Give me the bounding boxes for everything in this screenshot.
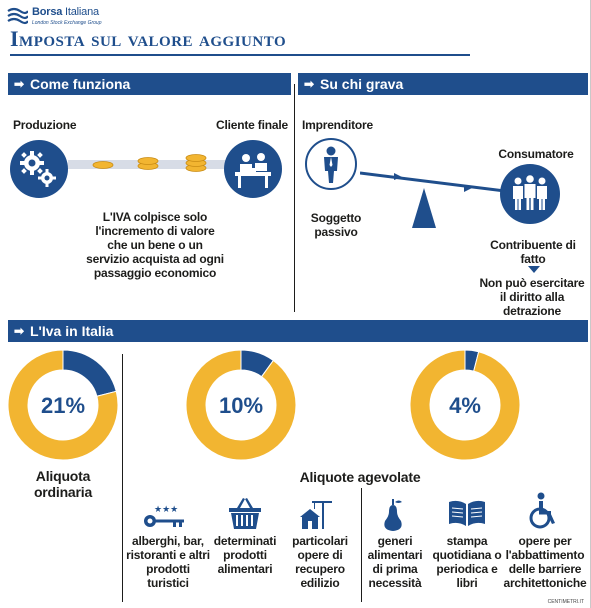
no-deduction-label: Non può esercitare il diritto alla detra… — [479, 276, 585, 318]
donut-slice-rest — [410, 350, 520, 460]
entrepreneur-label: Imprenditore — [302, 118, 373, 132]
divider-vertical — [294, 84, 295, 312]
category-label-basic-food: generi alimentari di prima necessità — [367, 534, 423, 590]
logo-waves-icon — [7, 7, 28, 25]
key-icon: ★★★ — [144, 505, 184, 527]
section-bar-italy: ➡ L'Iva in Italia — [8, 320, 588, 342]
production-circle — [10, 140, 68, 198]
shop-counter-icon — [235, 153, 271, 188]
arrow-right-icon: ➡ — [13, 324, 25, 338]
how-description: L'IVA colpisce solo l'incremento di valo… — [86, 210, 224, 280]
donut-chart-10 — [186, 350, 296, 460]
coin-stack-1 — [92, 161, 114, 169]
coin-stack-2 — [137, 157, 159, 170]
book-icon — [449, 500, 485, 526]
donut-slice-rate — [62, 350, 117, 397]
gears-icon — [20, 151, 56, 187]
page-title: Imposta sul valore aggiunto — [10, 26, 287, 51]
category-label-press: stampa quotidiana o periodica e libri — [432, 534, 502, 590]
final-client-label: Cliente finale — [216, 118, 288, 132]
people-group-icon — [513, 175, 547, 210]
section-bar-who: ➡ Su chi grava — [298, 73, 588, 95]
construction-icon — [300, 501, 332, 529]
svg-text:★★★: ★★★ — [154, 505, 178, 515]
wheelchair-icon — [529, 492, 555, 529]
category-label-food: determinati prodotti alimentari — [213, 534, 277, 576]
section-bar-how: ➡ Come funziona — [8, 73, 291, 95]
donut-slice-rest — [186, 350, 296, 460]
ordinary-rate-label: Aliquota ordinaria — [33, 468, 93, 500]
donut-slice-rest — [8, 350, 118, 460]
donut-chart-21 — [8, 350, 118, 460]
pct-label-4: 4% — [449, 393, 481, 418]
section-title-how: Come funziona — [30, 76, 131, 92]
category-label-barriers: opere per l'abbattimento delle barriere … — [503, 534, 587, 590]
basket-icon — [229, 498, 261, 529]
pear-icon — [384, 499, 402, 531]
pct-label-10: 10% — [218, 393, 264, 418]
entrepreneur-circle — [305, 138, 357, 190]
category-label-building: particolari opere di recupero edilizio — [292, 534, 348, 590]
divider-vertical — [122, 354, 123, 602]
logo-name: Borsa Italiana — [32, 6, 99, 18]
arrow-right-icon: ➡ — [303, 77, 315, 91]
donut-chart-4 — [410, 350, 520, 460]
businessman-icon — [324, 146, 338, 183]
logo: Borsa Italiana London Stock Exchange Gro… — [6, 4, 156, 28]
section-title-who: Su chi grava — [320, 76, 404, 92]
section-title-italy: L'Iva in Italia — [30, 323, 114, 339]
reduced-rates-label: Aliquote agevolate — [299, 469, 421, 485]
production-label: Produzione — [13, 118, 77, 132]
consumer-label: Consumatore — [498, 147, 574, 161]
consumer-circle — [500, 164, 560, 224]
contributor-label: Contribuente di fatto — [490, 238, 576, 266]
divider-vertical — [361, 488, 362, 602]
final-client-circle — [224, 140, 282, 198]
title-underline — [10, 54, 470, 56]
arrow-down-icon — [528, 266, 540, 273]
pct-label-21: 21% — [40, 393, 86, 418]
category-label-tourism: alberghi, bar, ristoranti e altri prodot… — [126, 534, 210, 590]
seesaw-diagram — [360, 171, 505, 228]
coin-stack-3 — [185, 154, 207, 172]
arrow-right-icon: ➡ — [13, 77, 25, 91]
credit: CENTIMETRI.IT — [547, 599, 584, 605]
logo-subtitle: London Stock Exchange Group — [32, 20, 102, 26]
passive-subject-label: Soggetto passivo — [310, 211, 362, 239]
value-flow-coins — [68, 154, 228, 172]
